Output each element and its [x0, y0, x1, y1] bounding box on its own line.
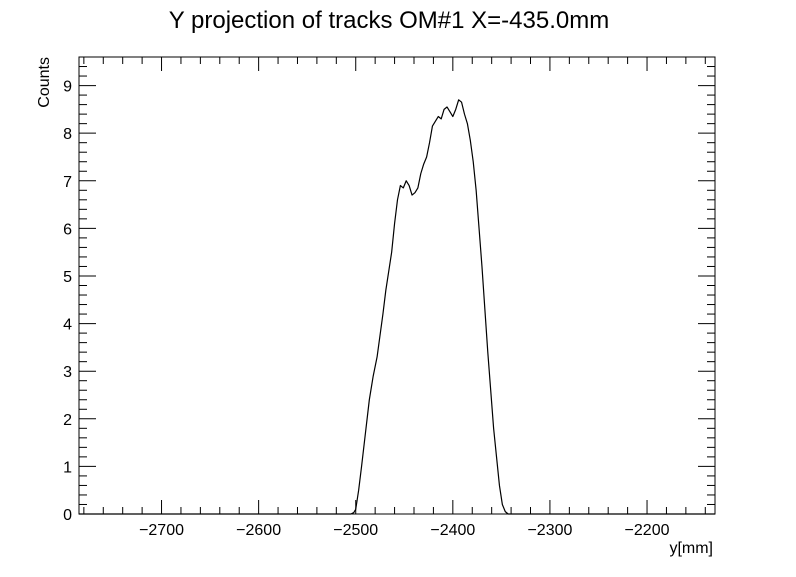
y-tick-label: 8 [63, 126, 72, 143]
y-tick-label: 5 [63, 269, 72, 286]
x-axis: −2700 −2600 −2500 −2400 −2300 −2200 [83, 57, 706, 539]
y-tick-label: 9 [63, 79, 72, 96]
y-tick-label: 0 [63, 507, 72, 524]
y-axis: 0 1 2 3 4 5 6 7 8 9 [63, 56, 715, 524]
y-tick-label: 4 [63, 317, 72, 334]
series-line [79, 99, 715, 515]
y-tick-label: 2 [63, 412, 72, 429]
y-tick-label: 1 [63, 459, 72, 476]
x-tick-label: −2600 [236, 522, 281, 539]
x-tick-label: −2400 [430, 522, 475, 539]
x-tick-label: −2300 [527, 522, 572, 539]
series-layer [79, 99, 715, 515]
x-tick-label: −2700 [139, 522, 184, 539]
y-axis-label: Counts [36, 57, 53, 108]
x-axis-label: y[mm] [669, 540, 713, 557]
y-tick-label: 6 [63, 221, 72, 238]
y-tick-label: 3 [63, 364, 72, 381]
y-tick-label: 7 [63, 174, 72, 191]
x-tick-label: −2500 [333, 522, 378, 539]
chart-title: Y projection of tracks OM#1 X=-435.0mm [169, 7, 609, 34]
x-tick-label: −2200 [625, 522, 670, 539]
